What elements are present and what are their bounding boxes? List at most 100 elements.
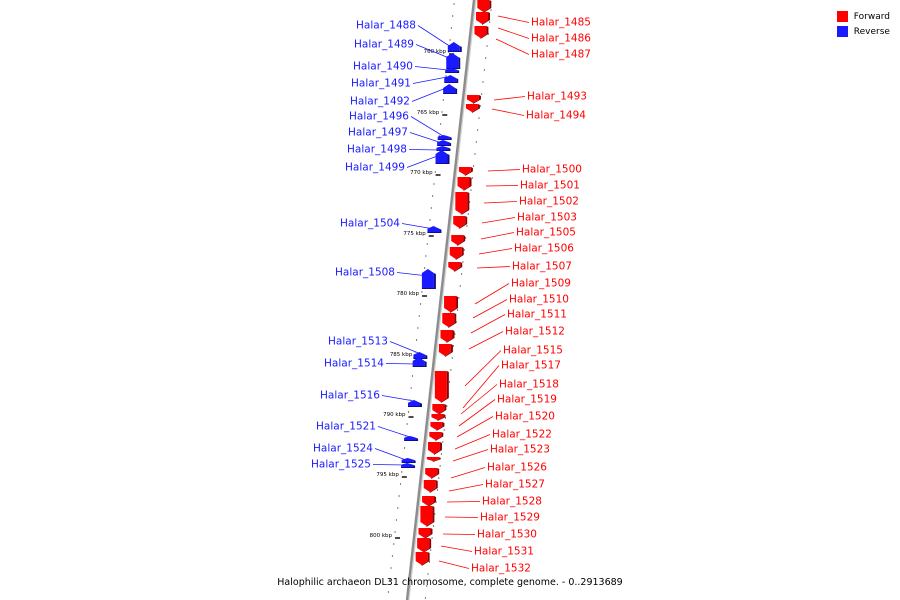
gene-halar-1532	[415, 552, 430, 566]
gene-halar-1503-leader	[481, 217, 516, 224]
gene-features	[401, 0, 492, 566]
gene-halar-1487-shade	[480, 26, 489, 39]
gene-halar-1497-body	[437, 140, 450, 145]
gene-halar-1501-shade	[463, 177, 472, 191]
gene-halar-1497-leader	[409, 132, 443, 144]
gene-halar-1506-label: Halar_1506	[514, 243, 574, 255]
gene-halar-1529-shade	[426, 506, 435, 527]
gene-halar-1522-body	[427, 442, 440, 454]
gene-halar-1531-body	[417, 538, 430, 552]
gene-halar-1485-body	[477, 0, 490, 12]
gene-halar-1500-shade	[464, 167, 473, 176]
gene-halar-1493	[466, 95, 481, 104]
gene-halar-1517-leader	[462, 365, 500, 409]
gene-halar-1489	[446, 53, 461, 69]
gene-halar-1491-body	[444, 75, 457, 82]
tick-label: 785 kbp	[390, 352, 413, 358]
gene-halar-1508-label: Halar_1508	[335, 267, 395, 279]
backbone-line	[405, 0, 476, 600]
gene-halar-1511-label: Halar_1511	[507, 309, 567, 321]
gene-halar-1489-body	[446, 53, 459, 68]
gene-halar-1519-body	[430, 422, 443, 430]
gene-halar-1515	[434, 371, 449, 403]
gene-halar-1514-label: Halar_1514	[324, 358, 384, 370]
gene-halar-1489-shade	[446, 57, 461, 69]
gene-halar-1499-body	[435, 150, 448, 163]
gene-halar-1507-leader	[476, 266, 511, 269]
gene-halar-1524-shade	[401, 459, 416, 463]
gene-halar-1499-label: Halar_1499	[345, 162, 405, 174]
gene-halar-1497	[437, 140, 452, 146]
gene-halar-1530-shade	[424, 528, 433, 539]
gene-halar-1525-leader	[372, 464, 407, 466]
gene-halar-1511-shade	[446, 330, 455, 343]
tick-label: 770 kbp	[410, 170, 433, 176]
gene-halar-1521-shade	[404, 437, 419, 441]
gene-halar-1496-leader	[410, 116, 444, 137]
gene-halar-1522-label: Halar_1522	[492, 429, 552, 441]
gene-halar-1502-label: Halar_1502	[519, 196, 579, 208]
gene-halar-1517-body	[432, 404, 445, 414]
gene-halar-1511-body	[440, 330, 453, 342]
gene-halar-1509-label: Halar_1509	[511, 278, 571, 290]
gene-halar-1504	[427, 226, 442, 233]
gene-halar-1494-shade	[471, 104, 480, 113]
gene-halar-1486-shade	[481, 12, 490, 25]
gene-halar-1521	[404, 436, 419, 441]
gene-halar-1523	[426, 457, 441, 462]
gene-halar-1494	[465, 104, 480, 113]
gene-halar-1494-label: Halar_1494	[526, 110, 586, 122]
gene-halar-1526	[425, 468, 440, 479]
gene-halar-1502-body	[455, 192, 468, 214]
gene-halar-1531-leader	[440, 545, 473, 552]
gene-halar-1531-label: Halar_1531	[474, 546, 534, 558]
gene-halar-1504-label: Halar_1504	[340, 218, 400, 230]
gene-halar-1499	[435, 150, 450, 164]
gene-halar-1512-shade	[444, 344, 453, 357]
gene-halar-1501	[457, 177, 472, 191]
gene-halar-1501-leader	[485, 185, 519, 187]
gene-halar-1498-leader	[408, 149, 442, 151]
gene-halar-1510-leader	[472, 299, 508, 319]
legend-item-forward: Forward	[836, 9, 890, 24]
gene-halar-1526-shade	[431, 468, 440, 479]
gene-halar-1493-label: Halar_1493	[527, 91, 587, 103]
gene-halar-1528	[422, 496, 437, 507]
gene-halar-1516-label: Halar_1516	[320, 390, 380, 402]
gene-halar-1515-label: Halar_1515	[503, 345, 563, 357]
gene-halar-1494-body	[465, 104, 478, 112]
gene-halar-1517-shade	[438, 404, 447, 415]
gene-halar-1520-leader	[456, 416, 494, 438]
gene-halar-1488-label: Halar_1488	[356, 20, 416, 32]
gene-halar-1500-leader	[487, 169, 521, 172]
gene-halar-1505-label: Halar_1505	[516, 227, 576, 239]
gene-halar-1487-body	[474, 26, 487, 38]
gene-halar-1490-shade	[445, 69, 460, 73]
gene-halar-1496-label: Halar_1496	[349, 111, 409, 123]
gene-halar-1496-shade	[437, 136, 452, 140]
gene-halar-1517-label: Halar_1517	[501, 360, 561, 372]
gene-halar-1518	[431, 414, 446, 421]
gene-halar-1496	[437, 135, 452, 140]
gene-halar-1515-leader	[464, 350, 502, 387]
gene-halar-1532-label: Halar_1532	[471, 563, 531, 575]
genome-caption: Halophilic archaeon DL31 chromosome, com…	[277, 577, 623, 588]
gene-halar-1522	[427, 442, 442, 455]
tick-label: 800 kbp	[370, 533, 393, 539]
gene-halar-1512-label: Halar_1512	[505, 326, 565, 338]
gene-halar-1528-body	[422, 496, 435, 506]
gene-halar-1520-label: Halar_1520	[495, 411, 555, 423]
gene-halar-1513-label: Halar_1513	[328, 336, 388, 348]
gene-halar-1517	[432, 404, 447, 415]
tick-label: 780 kbp	[397, 291, 420, 297]
gene-halar-1513	[413, 352, 428, 359]
gene-halar-1499-leader	[406, 154, 441, 168]
gene-halar-1509	[444, 296, 459, 313]
gene-halar-1492-body	[443, 84, 456, 93]
gene-halar-1485	[477, 0, 492, 13]
gene-halar-1525-body	[401, 463, 414, 467]
gene-halar-1521-leader	[377, 426, 411, 438]
gene-halar-1519-shade	[436, 422, 445, 431]
gene-halar-1510-shade	[448, 313, 457, 328]
